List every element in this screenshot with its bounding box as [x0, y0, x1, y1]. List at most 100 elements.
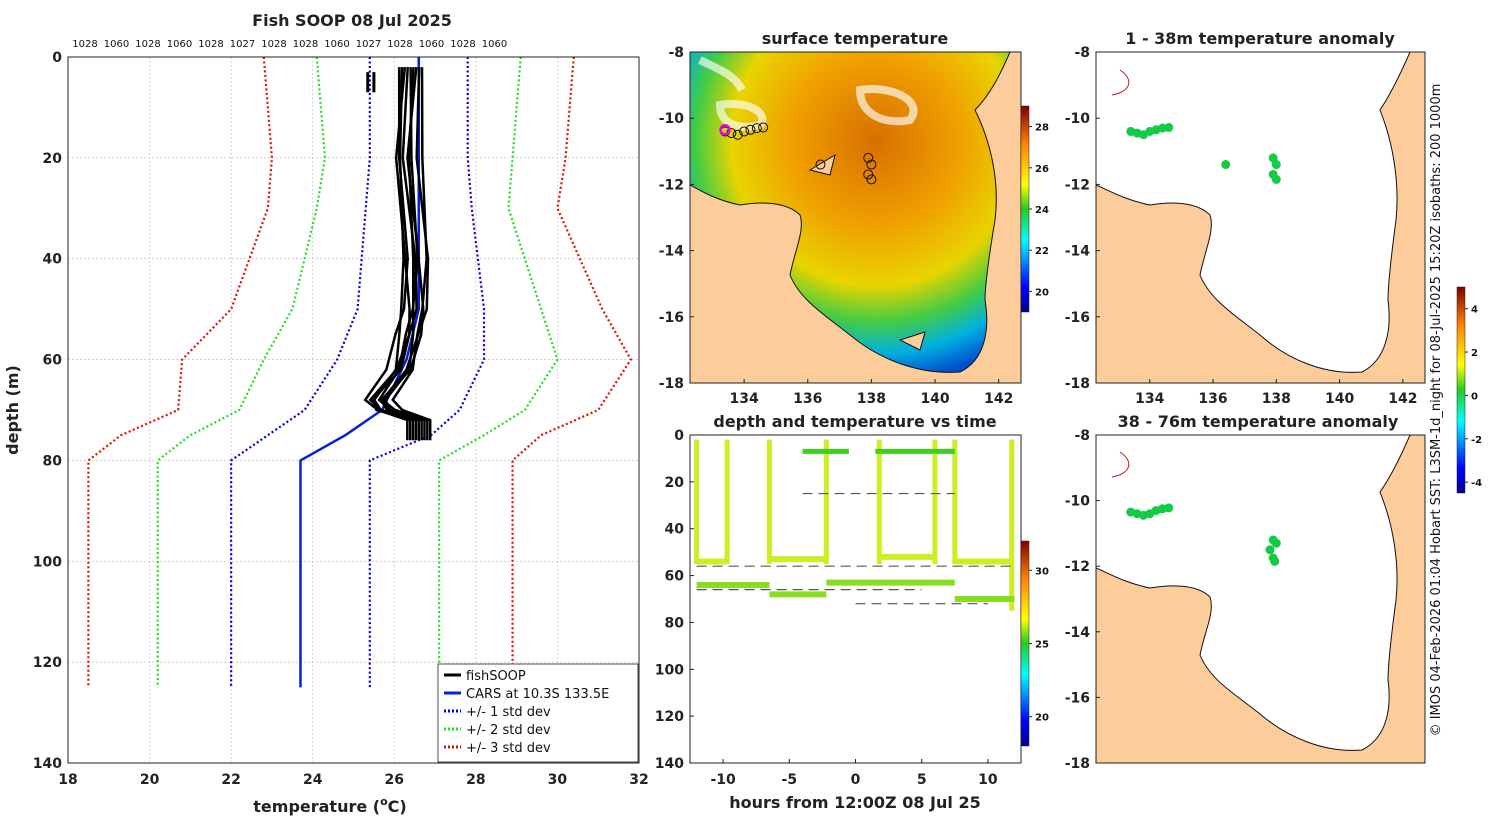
anom2-title: 38 - 76m temperature anomaly [1118, 412, 1399, 431]
station-marker [758, 122, 769, 133]
time-xtick-label: 5 [917, 772, 927, 788]
profile-top-label: 1060 [104, 39, 129, 50]
map-xtick-label: 138 [1262, 391, 1291, 407]
profile-ytick-label: 100 [33, 554, 62, 570]
profile-xtick-label: 28 [466, 772, 485, 788]
time-title: depth and temperature vs time [713, 412, 996, 431]
station-marker [739, 126, 750, 137]
legend-item-sd3: +/- 3 std dev [466, 741, 551, 756]
map-xtick-label: 138 [857, 391, 886, 407]
station-marker [745, 124, 756, 135]
time-ytick-label: 120 [655, 709, 684, 725]
profile-top-label: 1027 [230, 39, 255, 50]
map-ytick-label: -18 [1065, 756, 1090, 772]
time-ytick-label: 40 [665, 522, 685, 538]
anom1-title: 1 - 38m temperature anomaly [1125, 29, 1395, 48]
profile-ytick-label: 40 [43, 252, 63, 268]
profile-xtick-label: 32 [629, 772, 648, 788]
anom2-points [1126, 503, 1281, 566]
map-ytick-label: -16 [659, 310, 684, 326]
station-marker [866, 174, 877, 185]
profile-xtick-label: 22 [221, 772, 240, 788]
map-xtick-label: 140 [920, 391, 949, 407]
anomaly-point [1270, 556, 1280, 566]
map-ytick-label: -8 [1074, 45, 1090, 61]
profile-series-line [511, 57, 633, 688]
colorbar-tick-label: -2 [1471, 435, 1482, 446]
map-xtick-label: 140 [1325, 391, 1354, 407]
profile-top-label: 1060 [167, 39, 192, 50]
anomaly-colorbar [1456, 286, 1466, 494]
profile-ytick-label: 0 [52, 50, 62, 66]
time-colorbar-ticks: 20 25 30 [1029, 566, 1049, 724]
anomaly-point [1221, 160, 1231, 170]
time-ytick-label: 0 [674, 428, 684, 444]
colorbar-tick-label: -4 [1471, 478, 1482, 489]
anom1-water [1096, 52, 1411, 373]
profile-xtick-label: 18 [58, 772, 77, 788]
profile-series-line [156, 57, 327, 688]
map-xtick-label: 136 [793, 391, 822, 407]
profile-top-label: 1060 [482, 39, 507, 50]
profile-title: Fish SOOP 08 Jul 2025 [252, 11, 452, 30]
profile-ytick-label: 60 [43, 353, 63, 369]
station-marker [863, 152, 874, 163]
anom1-axes-box [1095, 51, 1426, 384]
map-ytick-label: -12 [1065, 177, 1090, 193]
profile-xtick-label: 20 [140, 772, 160, 788]
station-marker [863, 169, 874, 180]
profile-ytick-label: 120 [33, 655, 62, 671]
profile-top-label: 1028 [135, 39, 160, 50]
map-ytick-label: -18 [1065, 376, 1090, 392]
current-station-marker [719, 124, 731, 136]
time-colorbar [1020, 540, 1030, 747]
anomaly-point [1164, 503, 1174, 513]
profile-top-label: 1028 [450, 39, 475, 50]
fishsoop-profile-line [391, 67, 432, 441]
map-ytick-label: -18 [659, 376, 684, 392]
map-ytick-label: -10 [659, 111, 685, 127]
sst-colorbar [1020, 105, 1030, 313]
anomaly-map-1-panel: 1 - 38m temperature anomaly -8-10-12-14-… [1065, 29, 1426, 407]
profile-top-label: 1060 [419, 39, 444, 50]
colorbar-tick-label: 2 [1471, 348, 1478, 359]
legend-box [437, 663, 639, 763]
legend-item-fish: fishSOOP [466, 669, 526, 684]
anomaly-point [1265, 545, 1275, 555]
time-ytick-label: 20 [665, 475, 685, 491]
map-ytick-label: -8 [668, 45, 684, 61]
time-series-points [694, 439, 1015, 611]
legend-item-cars: CARS at 10.3S 133.5E [466, 687, 609, 702]
anom1-isobath [1111, 69, 1130, 96]
time-xtick-label: -10 [710, 772, 736, 788]
map-ytick-label: -16 [1065, 310, 1090, 326]
colorbar-tick-label: 26 [1035, 164, 1049, 175]
sst-map-panel: surface temperature -8 -10 -12 -14 -16 -18 134… [659, 29, 1049, 407]
profile-ytick-label: 140 [33, 756, 62, 772]
legend-item-sd1: +/- 1 std dev [466, 705, 551, 720]
time-ytick-label: 100 [655, 662, 684, 678]
anom1-points [1126, 122, 1281, 184]
profile-top-label: 1060 [324, 39, 349, 50]
profile-lines [87, 57, 633, 688]
map-xtick-label: 136 [1198, 391, 1227, 407]
map-xtick-label: 142 [1388, 391, 1417, 407]
anom2-isobath [1111, 451, 1130, 478]
colorbar-tick-label: 25 [1035, 640, 1049, 651]
map-ytick-label: -14 [659, 244, 685, 260]
profile-series-line [87, 57, 274, 688]
time-xtick-label: 10 [978, 772, 998, 788]
profile-axes-box [67, 56, 640, 764]
profile-top-label: 1028 [261, 39, 286, 50]
station-marker [732, 129, 743, 140]
station-marker [751, 123, 762, 134]
time-ytick-label: 80 [665, 615, 685, 631]
profile-top-label: 1028 [293, 39, 318, 50]
profile-xtick-label: 30 [548, 772, 568, 788]
time-xtick-label: -5 [782, 772, 798, 788]
map-ytick-label: -10 [1065, 111, 1091, 127]
profile-series-line [438, 57, 559, 688]
map-ytick-label: -12 [659, 177, 684, 193]
time-xtick-label: 0 [851, 772, 861, 788]
profile-series-line [368, 57, 486, 688]
